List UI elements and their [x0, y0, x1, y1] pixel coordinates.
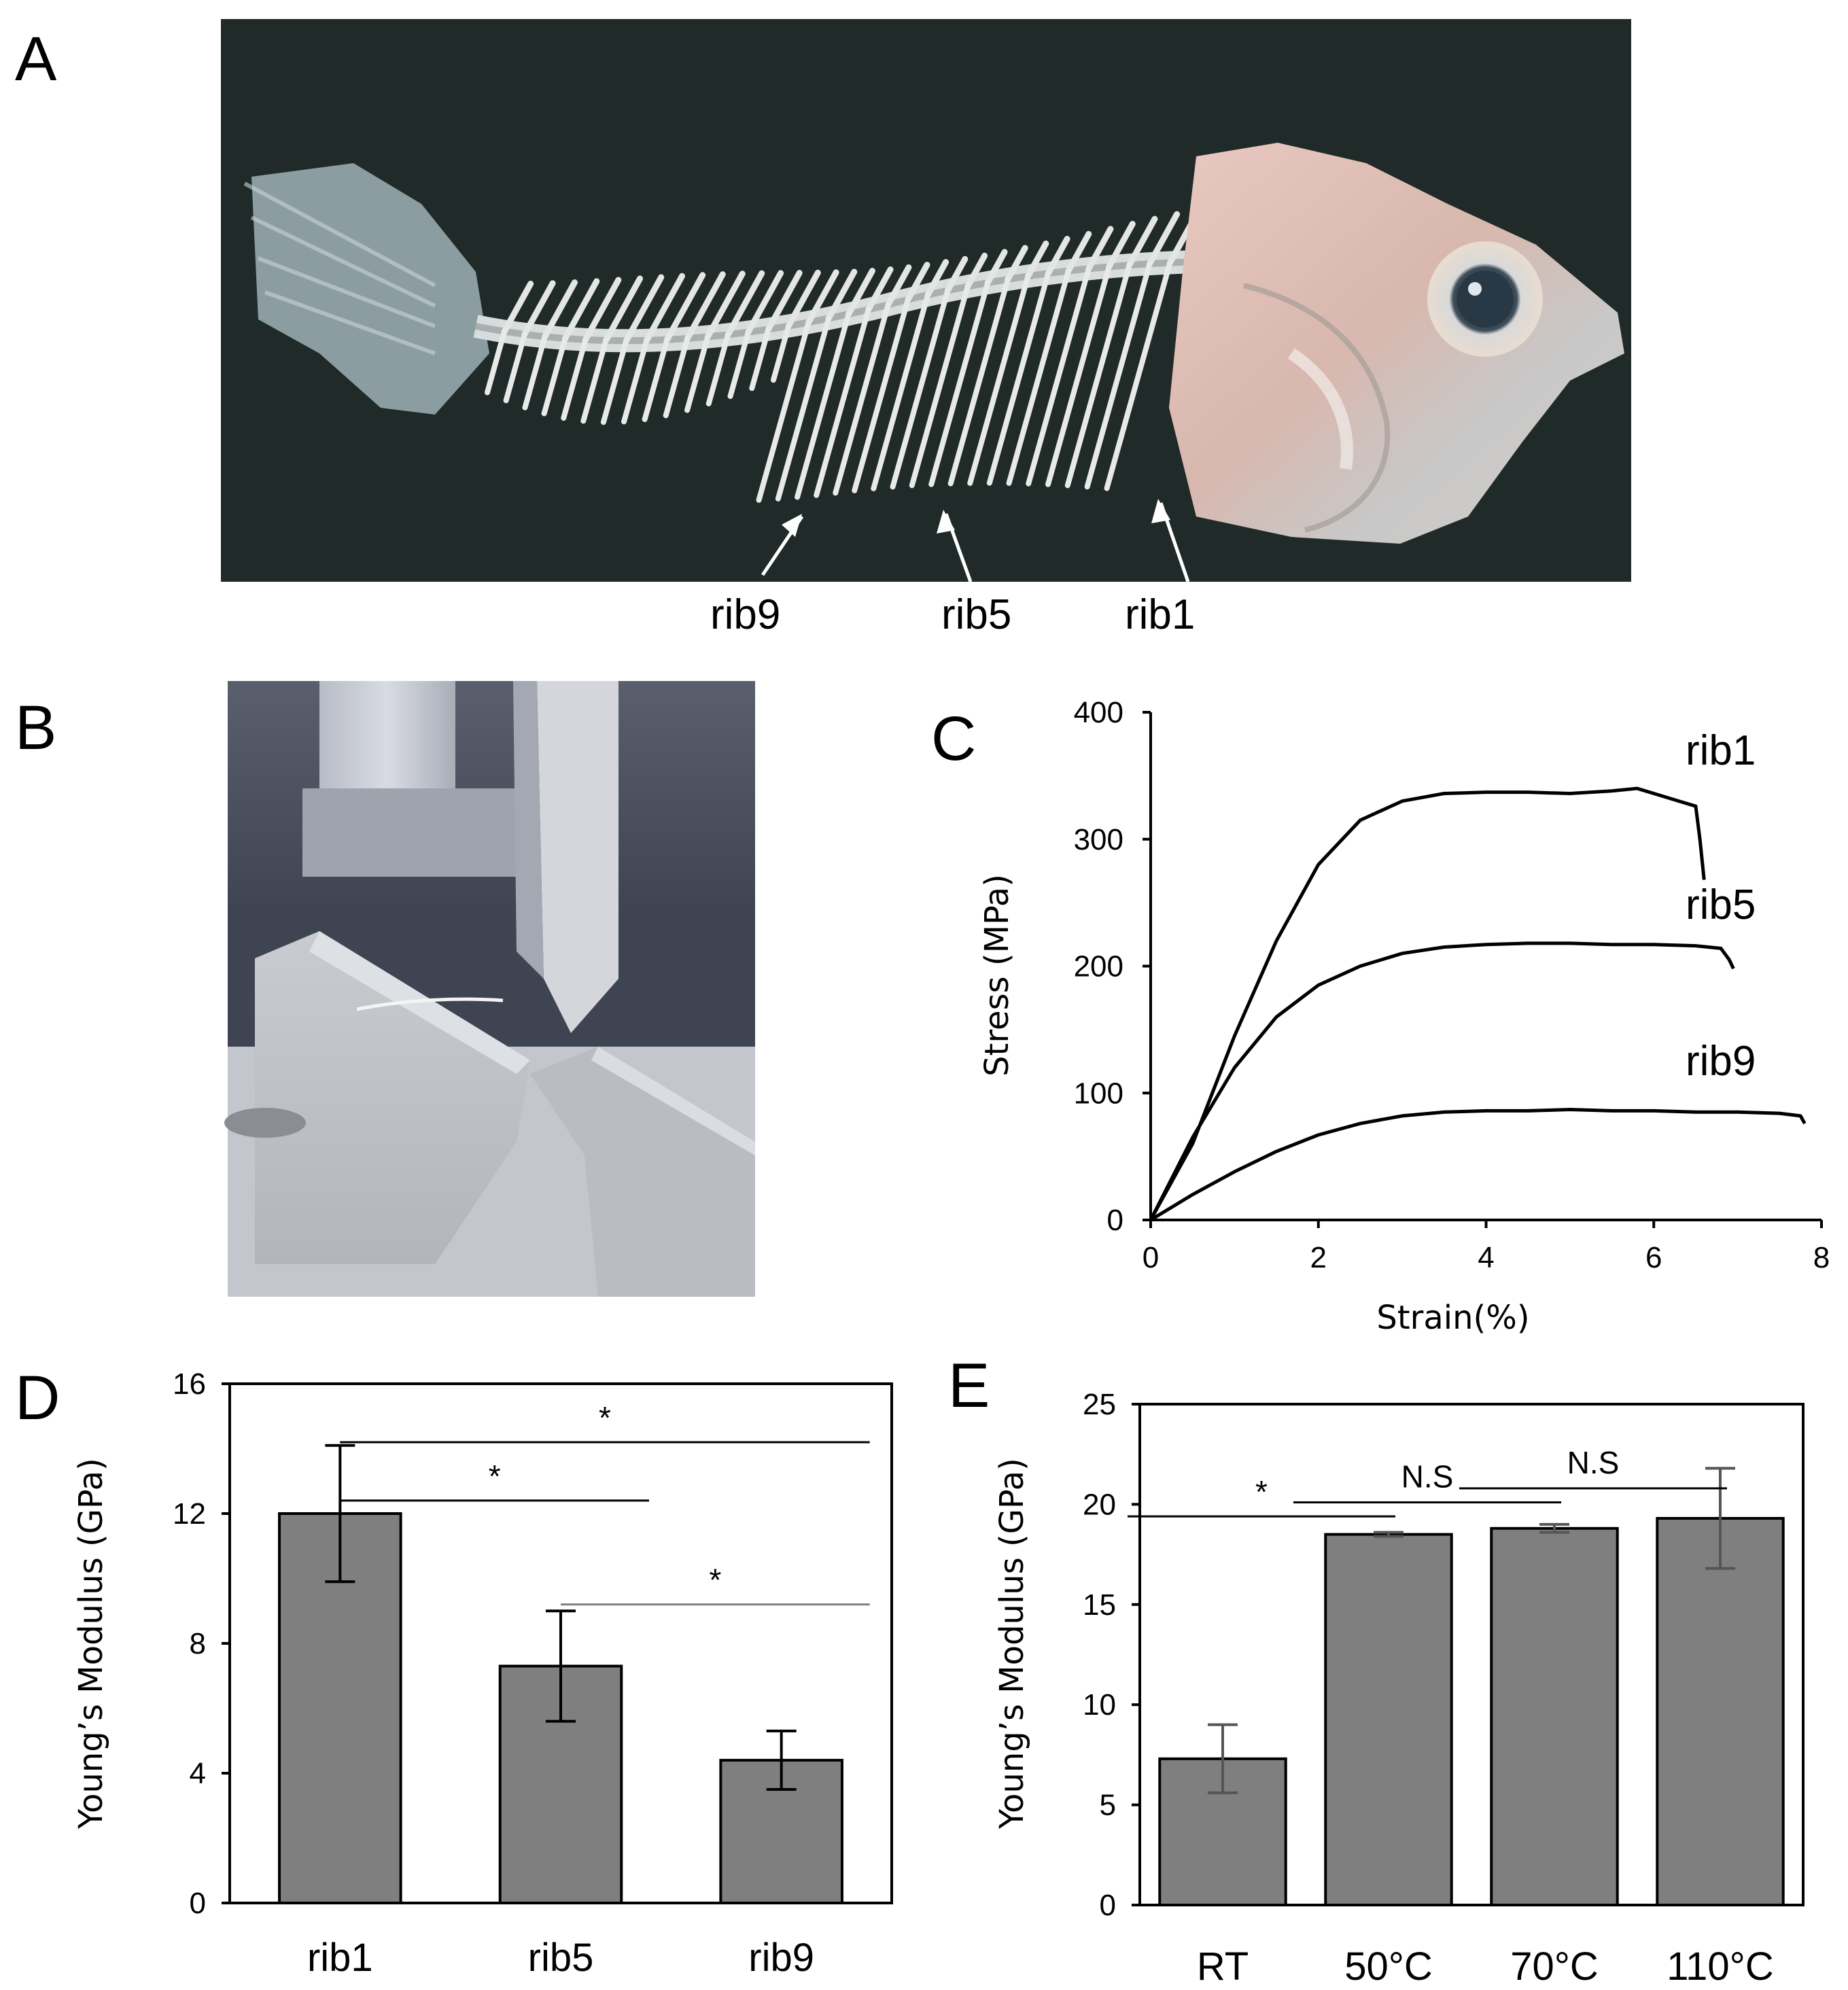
c-x-tick-label: 0: [1143, 1241, 1159, 1274]
bending-test-photo: [224, 681, 755, 1297]
panel-label-a: A: [15, 24, 57, 94]
c-series-rib9: [1149, 1108, 1807, 1222]
d-category-label: rib9: [748, 1936, 814, 1980]
c-x-tick-label: 4: [1478, 1241, 1494, 1274]
c-y-axis-title: Stress (MPa): [978, 874, 1016, 1077]
c-series-label-rib9: rib9: [1686, 1038, 1756, 1085]
e-category-label: 50°C: [1344, 1944, 1433, 1989]
c-y-tick-label: 0: [1107, 1204, 1123, 1237]
e-y-tick-label: 10: [1083, 1688, 1116, 1722]
d-y-tick-label: 0: [190, 1887, 206, 1920]
d-category-label: rib1: [307, 1936, 373, 1980]
panel-label-c: C: [931, 704, 976, 773]
c-y-tick-label: 400: [1074, 696, 1123, 729]
rib1-label: rib1: [1125, 591, 1195, 638]
d-y-axis-title: Young’s Modulus (GPa): [72, 1458, 110, 1830]
c-y-tick-label: 300: [1074, 823, 1123, 856]
c-x-axis-title: Strain(%): [1376, 1299, 1529, 1337]
d-significance-label: *: [489, 1459, 501, 1494]
temperature-modulus-bar-chart: 0 5 10 15 20 25 RT 50°C 70°C 110°C * N.S N.S: [1083, 1388, 1805, 1989]
e-category-label: 110°C: [1667, 1944, 1774, 1989]
rib-modulus-bar-chart: 0 4 8 12 16 rib1 rib5 rib9 * * *: [173, 1367, 893, 1980]
d-category-label: rib5: [528, 1936, 594, 1980]
d-y-tick-label: 8: [190, 1627, 206, 1660]
e-bar-110°C: [1656, 1517, 1785, 1906]
e-plot-frame: [1138, 1403, 1805, 1906]
panel-label-d: D: [15, 1363, 60, 1433]
e-category-label: 70°C: [1510, 1944, 1599, 1989]
rib5-label: rib5: [941, 591, 1011, 638]
d-y-tick-label: 12: [173, 1497, 206, 1531]
c-y-tick-label: 200: [1074, 950, 1123, 983]
panel-label-b: B: [15, 693, 56, 763]
e-bar-50°C: [1324, 1533, 1453, 1907]
e-significance-label: N.S: [1401, 1459, 1454, 1494]
c-x-tick-label: 6: [1645, 1241, 1662, 1274]
e-y-axis-title: Young’s Modulus (GPa): [993, 1458, 1031, 1830]
fish-skeleton-photo: [221, 19, 1631, 582]
e-y-tick-label: 25: [1083, 1388, 1116, 1421]
c-series-label-rib1: rib1: [1686, 727, 1756, 774]
c-series-label-rib5: rib5: [1686, 881, 1756, 928]
d-y-tick-label: 4: [190, 1757, 206, 1790]
d-significance-label: *: [599, 1400, 611, 1435]
c-series-rib1: [1149, 786, 1706, 1221]
c-x-tick-label: 2: [1310, 1241, 1327, 1274]
c-x-tick-label: 8: [1813, 1241, 1830, 1274]
e-significance-label: *: [1255, 1474, 1268, 1509]
e-bar-70°C: [1490, 1526, 1619, 1906]
e-y-tick-label: 0: [1100, 1889, 1116, 1922]
e-category-label: RT: [1197, 1944, 1249, 1989]
e-y-tick-label: 5: [1100, 1789, 1116, 1822]
stress-strain-chart: 0 100 200 300 400 0 2 4 6 8: [1074, 696, 1830, 1274]
e-significance-label: N.S: [1567, 1445, 1620, 1480]
rib9-label: rib9: [710, 591, 780, 638]
e-y-tick-label: 15: [1083, 1588, 1116, 1622]
c-series-rib5: [1149, 941, 1735, 1221]
c-y-tick-label: 100: [1074, 1077, 1123, 1110]
panel-label-e: E: [948, 1351, 990, 1420]
d-y-tick-label: 16: [173, 1367, 206, 1401]
d-significance-label: *: [709, 1563, 721, 1598]
e-y-tick-label: 20: [1083, 1488, 1116, 1521]
